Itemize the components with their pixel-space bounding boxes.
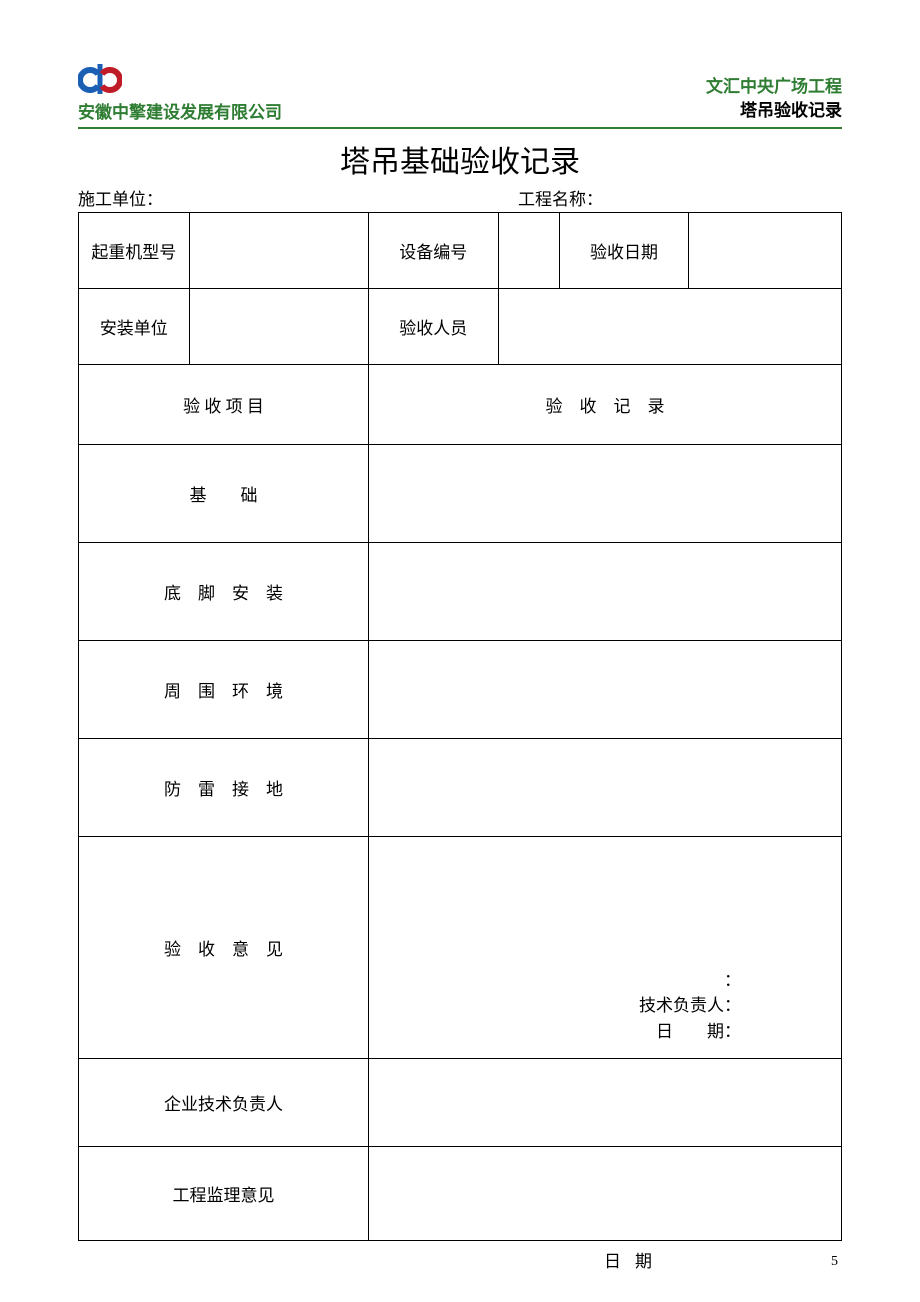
footer-date-label: 日期 xyxy=(78,1241,842,1272)
inspector-label: 验收人员 xyxy=(368,289,498,365)
project-name: 文汇中央广场工程 xyxy=(706,75,842,99)
foundation-record xyxy=(368,445,841,543)
opinion-colon: ： xyxy=(379,968,741,994)
enterprise-tech-lead-label: 企业技术负责人 xyxy=(79,1059,369,1147)
opinion-date-label: 日 期： xyxy=(379,1019,741,1045)
base-install-record xyxy=(368,543,841,641)
lightning-ground-record xyxy=(368,739,841,837)
company-name: 安徽中擎建设发展有限公司 xyxy=(78,98,282,123)
table-row: 周 围 环 境 xyxy=(79,641,842,739)
table-row: 起重机型号 设备编号 验收日期 xyxy=(79,213,842,289)
base-install-label: 底 脚 安 装 xyxy=(79,543,369,641)
inspection-date-value xyxy=(689,213,842,289)
supervision-opinion-label: 工程监理意见 xyxy=(79,1147,369,1241)
construction-unit-label: 施工单位： xyxy=(78,185,518,210)
table-row: 企业技术负责人 xyxy=(79,1059,842,1147)
project-name-label: 工程名称： xyxy=(518,185,603,210)
equipment-no-value xyxy=(498,213,559,289)
table-row: 基 础 xyxy=(79,445,842,543)
table-row: 工程监理意见 xyxy=(79,1147,842,1241)
table-row: 验 收 项 目 验 收 记 录 xyxy=(79,365,842,445)
table-row: 防 雷 接 地 xyxy=(79,739,842,837)
page-title: 塔吊基础验收记录 xyxy=(78,137,842,181)
supervision-opinion-value xyxy=(368,1147,841,1241)
document-header: 安徽中擎建设发展有限公司 文汇中央广场工程 塔吊验收记录 xyxy=(78,60,842,129)
enterprise-tech-lead-value xyxy=(368,1059,841,1147)
foundation-label: 基 础 xyxy=(79,445,369,543)
crane-model-label: 起重机型号 xyxy=(79,213,190,289)
inspection-form-table: 起重机型号 设备编号 验收日期 安装单位 验收人员 验 收 项 目 验 收 记 … xyxy=(78,212,842,1241)
inspection-date-label: 验收日期 xyxy=(559,213,689,289)
install-unit-value xyxy=(189,289,368,365)
header-left: 安徽中擎建设发展有限公司 xyxy=(78,60,282,123)
page-number: 5 xyxy=(831,1254,838,1270)
inspection-item-header: 验 收 项 目 xyxy=(79,365,369,445)
company-logo-icon xyxy=(78,60,122,96)
top-labels-row: 施工单位： 工程名称： xyxy=(78,185,842,210)
header-right: 文汇中央广场工程 塔吊验收记录 xyxy=(706,75,842,123)
inspection-record-header: 验 收 记 录 xyxy=(368,365,841,445)
equipment-no-label: 设备编号 xyxy=(368,213,498,289)
table-row: 安装单位 验收人员 xyxy=(79,289,842,365)
acceptance-opinion-cell: ： 技术负责人： 日 期： xyxy=(368,837,841,1059)
table-row: 底 脚 安 装 xyxy=(79,543,842,641)
surroundings-label: 周 围 环 境 xyxy=(79,641,369,739)
crane-model-value xyxy=(189,213,368,289)
tech-lead-label: 技术负责人： xyxy=(379,993,741,1019)
lightning-ground-label: 防 雷 接 地 xyxy=(79,739,369,837)
document-type: 塔吊验收记录 xyxy=(706,99,842,123)
install-unit-label: 安装单位 xyxy=(79,289,190,365)
table-row: 验 收 意 见 ： 技术负责人： 日 期： xyxy=(79,837,842,1059)
inspector-value xyxy=(498,289,841,365)
surroundings-record xyxy=(368,641,841,739)
acceptance-opinion-label: 验 收 意 见 xyxy=(79,837,369,1059)
